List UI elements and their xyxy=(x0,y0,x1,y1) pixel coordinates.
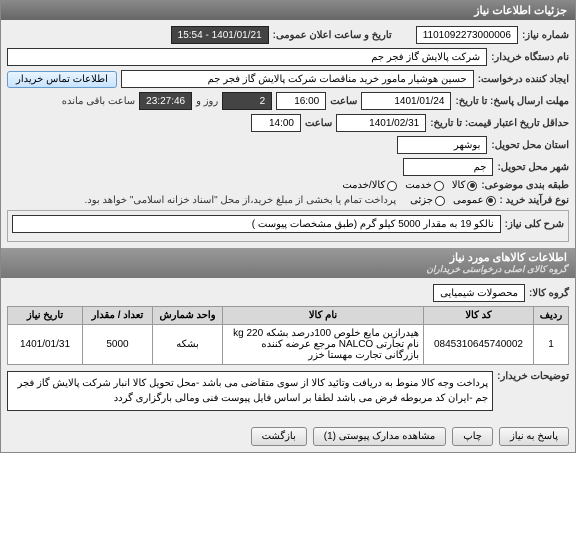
creator-label: ایجاد کننده درخواست: xyxy=(478,74,569,85)
radio-dot-icon xyxy=(434,181,444,191)
cell-code: 0845310645740002 xyxy=(424,325,534,365)
radio-dot-icon xyxy=(387,181,397,191)
group-label: گروه کالا: xyxy=(529,288,569,299)
desc-label: شرح کلی نیاز: xyxy=(505,219,564,230)
button-bar: پاسخ به نیاز چاپ مشاهده مدارک پیوستی (1)… xyxy=(1,421,575,452)
th-qty: تعداد / مقدار xyxy=(83,307,153,325)
process-group: عمومی جزئی xyxy=(410,195,495,206)
delivery-city-label: شهر محل تحویل: xyxy=(497,162,569,173)
items-subtitle: گروه کالای اصلی درخواستی خریداران xyxy=(9,264,567,275)
radio-service-label: خدمت xyxy=(405,180,432,191)
th-row: ردیف xyxy=(534,307,569,325)
credit-label: حداقل تاریخ اعتبار قیمت: تا تاریخ: xyxy=(430,118,569,129)
info-body: شماره نیاز: 1101092273000006 تاریخ و ساع… xyxy=(1,20,575,248)
radio-dot-icon xyxy=(486,196,496,206)
radio-dot-icon xyxy=(467,181,477,191)
announce-field: 1401/01/21 - 15:54 xyxy=(171,26,269,44)
radio-both-label: کالا/خدمت xyxy=(342,180,385,191)
cell-qty: 5000 xyxy=(83,325,153,365)
subject-cat-group: کالا خدمت کالا/خدمت xyxy=(342,180,477,191)
back-button[interactable]: بازگشت xyxy=(251,427,307,446)
panel-title: جزئیات اطلاعات نیاز xyxy=(1,1,575,20)
table-row: 1 0845310645740002 هیدرازین مایع خلوص 10… xyxy=(8,325,569,365)
contact-button[interactable]: اطلاعات تماس خریدار xyxy=(7,71,117,88)
radio-both[interactable]: کالا/خدمت xyxy=(342,180,397,191)
remain-time-field: 23:27:46 xyxy=(139,92,192,110)
radio-goods-label: کالا xyxy=(452,180,466,191)
th-code: کد کالا xyxy=(424,307,534,325)
cell-unit: بشکه xyxy=(153,325,223,365)
items-table: ردیف کد کالا نام کالا واحد شمارش تعداد /… xyxy=(7,306,569,365)
buyer-notes-label: توضیحات خریدار: xyxy=(497,371,569,382)
creator-field: حسین هوشیار مامور خرید مناقصات شرکت پالا… xyxy=(121,70,474,88)
buyer-org-field: شرکت پالایش گاز فجر جم xyxy=(7,48,487,66)
cell-idx: 1 xyxy=(534,325,569,365)
time-label-1: ساعت xyxy=(330,96,357,107)
main-panel: جزئیات اطلاعات نیاز شماره نیاز: 11010922… xyxy=(0,0,576,453)
deadline-label: مهلت ارسال پاسخ: تا تاریخ: xyxy=(455,96,569,107)
reply-button[interactable]: پاسخ به نیاز xyxy=(499,427,569,446)
table-header-row: ردیف کد کالا نام کالا واحد شمارش تعداد /… xyxy=(8,307,569,325)
deadline-time-field: 16:00 xyxy=(276,92,326,110)
request-number-field: 1101092273000006 xyxy=(416,26,518,44)
request-number-label: شماره نیاز: xyxy=(522,30,569,41)
group-field: محصولات شیمیایی xyxy=(433,284,525,302)
delivery-city-field: جم xyxy=(403,158,493,176)
remain-label: ساعت باقی مانده xyxy=(62,96,135,107)
radio-partial-label: جزئی xyxy=(410,195,433,206)
radio-normal[interactable]: عمومی xyxy=(453,195,496,206)
th-date: تاریخ نیاز xyxy=(8,307,83,325)
items-body: گروه کالا: محصولات شیمیایی ردیف کد کالا … xyxy=(1,278,575,421)
buyer-notes-field: پرداخت وجه کالا منوط به دریافت وتائید کا… xyxy=(7,371,493,411)
items-title: اطلاعات کالاهای مورد نیاز xyxy=(9,251,567,264)
delivery-prov-label: استان محل تحویل: xyxy=(491,140,569,151)
items-header: اطلاعات کالاهای مورد نیاز گروه کالای اصل… xyxy=(1,248,575,278)
remain-day-label: روز و xyxy=(196,96,218,107)
buyer-org-label: نام دستگاه خریدار: xyxy=(491,52,569,63)
print-button[interactable]: چاپ xyxy=(452,427,493,446)
th-unit: واحد شمارش xyxy=(153,307,223,325)
remain-day-field: 2 xyxy=(222,92,272,110)
process-note: پرداخت تمام یا بخشی از مبلغ خرید،از محل … xyxy=(85,195,397,206)
radio-normal-label: عمومی xyxy=(453,195,484,206)
cell-date: 1401/01/31 xyxy=(8,325,83,365)
announce-label: تاریخ و ساعت اعلان عمومی: xyxy=(273,30,392,41)
delivery-prov-field: بوشهر xyxy=(397,136,487,154)
th-name: نام کالا xyxy=(223,307,424,325)
time-label-2: ساعت xyxy=(305,118,332,129)
radio-service[interactable]: خدمت xyxy=(405,180,444,191)
process-label: نوع فرآیند خرید : xyxy=(500,195,569,206)
desc-field: نالکو 19 به مقدار 5000 کیلو گرم (طبق مشخ… xyxy=(12,215,501,233)
attachments-button[interactable]: مشاهده مدارک پیوستی (1) xyxy=(313,427,447,446)
deadline-date-field: 1401/01/24 xyxy=(361,92,451,110)
radio-goods[interactable]: کالا xyxy=(452,180,478,191)
radio-dot-icon xyxy=(435,196,445,206)
subject-cat-label: طبقه بندی موضوعی: xyxy=(481,180,569,191)
credit-date-field: 1401/02/31 xyxy=(336,114,426,132)
credit-time-field: 14:00 xyxy=(251,114,301,132)
cell-name: هیدرازین مایع خلوص 100درصد بشکه kg 220 ن… xyxy=(223,325,424,365)
radio-partial[interactable]: جزئی xyxy=(410,195,445,206)
